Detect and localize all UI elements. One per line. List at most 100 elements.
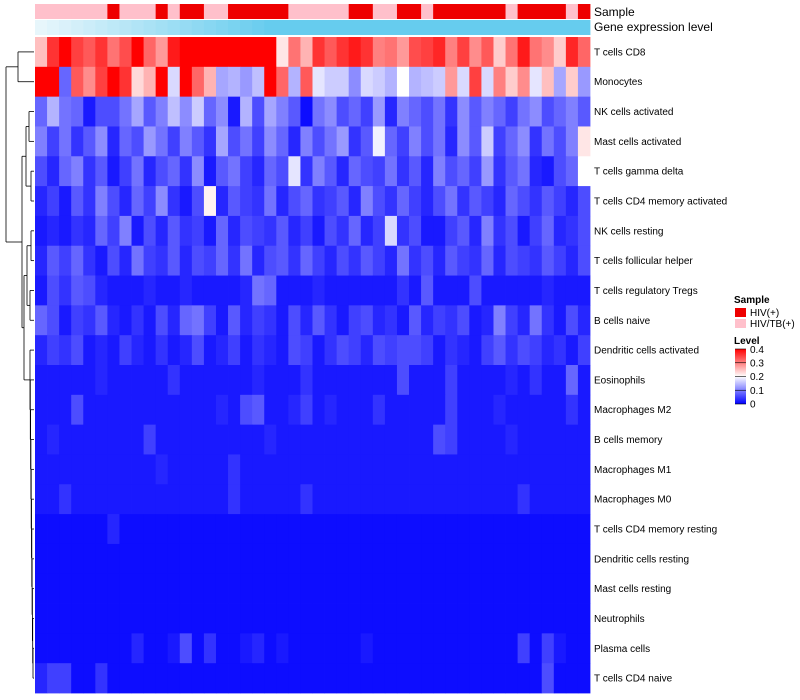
heatmap-cell bbox=[252, 543, 265, 575]
sample-annotation-cell bbox=[143, 4, 157, 19]
heatmap-cell bbox=[324, 633, 338, 664]
heatmap-cell bbox=[565, 215, 579, 247]
heatmap-cell bbox=[95, 663, 108, 694]
heatmap-cell bbox=[541, 424, 555, 455]
heatmap-cell bbox=[288, 484, 301, 515]
expression-annotation-cell bbox=[565, 20, 579, 35]
heatmap-cell bbox=[372, 126, 386, 157]
heatmap-cell bbox=[493, 66, 506, 98]
heatmap-cell bbox=[372, 305, 386, 336]
heatmap-cell bbox=[167, 215, 181, 247]
legend-sample-title: Sample bbox=[734, 295, 770, 306]
heatmap-cell bbox=[264, 514, 277, 545]
heatmap-cell bbox=[264, 245, 277, 276]
heatmap-cell bbox=[493, 126, 506, 157]
expression-annotation-cell bbox=[264, 20, 277, 35]
heatmap-cell bbox=[493, 305, 506, 336]
heatmap-cell bbox=[288, 573, 301, 604]
heatmap-cell bbox=[493, 454, 506, 485]
heatmap-cell bbox=[119, 573, 132, 604]
sample-annotation-cell bbox=[577, 4, 591, 19]
heatmap-cell bbox=[505, 573, 519, 604]
heatmap-cell bbox=[71, 156, 84, 187]
heatmap-cell bbox=[553, 424, 567, 455]
heatmap-cell bbox=[191, 96, 205, 127]
heatmap-cell bbox=[264, 66, 277, 98]
heatmap-cell bbox=[47, 394, 60, 426]
heatmap-cell bbox=[95, 96, 108, 127]
heatmap-cell bbox=[215, 633, 229, 664]
heatmap-cell bbox=[384, 335, 398, 366]
heatmap-cell bbox=[276, 245, 289, 276]
heatmap-cell bbox=[396, 96, 410, 127]
heatmap-cell bbox=[35, 245, 48, 276]
heatmap-cell bbox=[517, 514, 531, 545]
heatmap-cell bbox=[119, 96, 132, 127]
heatmap-cell bbox=[288, 275, 301, 306]
heatmap-cell bbox=[577, 394, 591, 426]
heatmap-cell bbox=[336, 215, 350, 247]
expression-annotation-cell bbox=[203, 20, 217, 35]
heatmap-cell bbox=[577, 37, 591, 68]
heatmap-cell bbox=[324, 573, 338, 604]
heatmap-cell bbox=[83, 335, 96, 366]
heatmap-cell bbox=[457, 335, 470, 366]
heatmap-cell bbox=[577, 275, 591, 306]
heatmap-cell bbox=[529, 365, 543, 396]
heatmap-cell bbox=[107, 186, 120, 217]
heatmap-cell bbox=[167, 394, 181, 426]
heatmap-cell bbox=[360, 394, 374, 426]
heatmap-cell bbox=[71, 37, 84, 68]
heatmap-cell bbox=[35, 156, 48, 187]
heatmap-cell bbox=[131, 96, 144, 127]
heatmap-cell bbox=[445, 514, 458, 545]
heatmap-cell bbox=[167, 603, 181, 634]
heatmap-cell bbox=[433, 573, 446, 604]
heatmap-cell bbox=[288, 156, 301, 187]
heatmap-cell bbox=[71, 305, 84, 336]
heatmap-cell bbox=[577, 603, 591, 634]
heatmap-cell bbox=[384, 156, 398, 187]
heatmap-cell bbox=[348, 305, 362, 336]
heatmap-cell bbox=[312, 514, 325, 545]
heatmap-cell bbox=[203, 663, 217, 694]
heatmap-cell bbox=[119, 66, 132, 98]
heatmap-cell bbox=[83, 365, 96, 396]
heatmap-cell bbox=[155, 484, 169, 515]
heatmap-cell bbox=[300, 66, 313, 98]
heatmap-cell bbox=[433, 305, 446, 336]
heatmap-cell bbox=[264, 156, 277, 187]
heatmap-cell bbox=[348, 275, 362, 306]
legend-tick-0.4: 0.4 bbox=[750, 345, 764, 356]
heatmap-cell bbox=[143, 454, 157, 485]
heatmap-cell bbox=[240, 275, 253, 306]
heatmap-cell bbox=[83, 573, 96, 604]
heatmap-cell bbox=[324, 156, 338, 187]
heatmap-cell bbox=[167, 275, 181, 306]
heatmap-cell bbox=[493, 514, 506, 545]
heatmap-cell bbox=[203, 305, 217, 336]
heatmap-cell bbox=[565, 335, 579, 366]
heatmap-cell bbox=[203, 37, 217, 68]
heatmap-cell bbox=[203, 66, 217, 98]
heatmap-cell bbox=[336, 573, 350, 604]
heatmap-cell bbox=[505, 275, 519, 306]
heatmap-cell bbox=[35, 663, 48, 694]
heatmap-cell bbox=[59, 633, 72, 664]
heatmap-cell bbox=[203, 275, 217, 306]
heatmap-cell bbox=[240, 245, 253, 276]
heatmap-cell bbox=[493, 96, 506, 127]
annotation-label-sample: Sample bbox=[594, 5, 635, 19]
heatmap-cell bbox=[312, 454, 325, 485]
expression-annotation-cell bbox=[481, 20, 494, 35]
sample-annotation-cell bbox=[517, 4, 531, 19]
expression-annotation-cell bbox=[228, 20, 241, 35]
legend-swatch-hivtb bbox=[735, 319, 746, 328]
heatmap-cell bbox=[71, 573, 84, 604]
heatmap-cell bbox=[131, 335, 144, 366]
heatmap-cell bbox=[529, 484, 543, 515]
heatmap-cell bbox=[228, 186, 241, 217]
heatmap-cell bbox=[59, 365, 72, 396]
heatmap-cell bbox=[167, 96, 181, 127]
heatmap-cell bbox=[71, 603, 84, 634]
